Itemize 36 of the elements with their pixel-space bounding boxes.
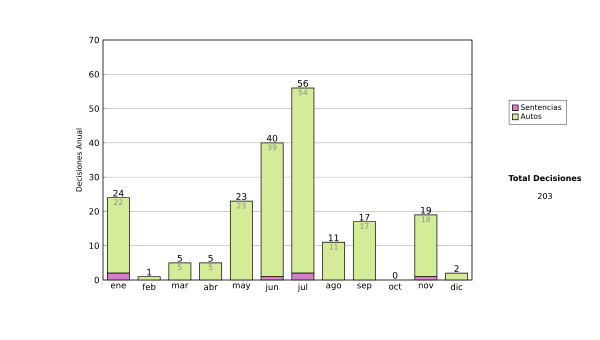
x-tick-label: ago — [326, 284, 342, 290]
y-tick-label: 60 — [89, 71, 99, 78]
x-tick-label: nov — [418, 284, 434, 288]
x-tick-label: jul — [298, 284, 308, 292]
total-label: 5 — [178, 254, 182, 262]
total-label: 1 — [147, 268, 152, 276]
total-label: 24 — [113, 190, 124, 197]
x-tick-label: may — [232, 284, 250, 290]
y-tick-label: 40 — [89, 140, 99, 146]
total-label: 2 — [454, 265, 459, 272]
total-label: 17 — [360, 214, 370, 221]
x-tick-label: oct — [388, 284, 402, 290]
x-tick-label: abr — [204, 284, 218, 290]
total-label: 11 — [328, 234, 339, 242]
bar — [414, 214, 438, 277]
x-tick-label: ene — [110, 284, 126, 288]
bar — [260, 142, 284, 277]
y-tick-label: 10 — [90, 242, 99, 249]
y-tick-label: 20 — [89, 208, 99, 215]
y-tick-label: 70 — [89, 36, 99, 44]
total-label: 0 — [392, 272, 398, 279]
y-tick-label: 0 — [94, 276, 99, 284]
x-tick-label: dic — [450, 284, 462, 290]
y-tick-label: 50 — [89, 105, 99, 112]
total-label: 19 — [421, 206, 431, 214]
total-label: 5 — [208, 254, 213, 262]
text: Total Decisiones — [508, 174, 582, 182]
x-tick-label: mar — [172, 284, 188, 288]
x-tick-label: feb — [142, 284, 156, 290]
x-tick-label: jun — [265, 284, 278, 292]
total-label: 23 — [236, 193, 246, 200]
total-label: 40 — [266, 134, 278, 142]
text: 203 — [538, 192, 552, 200]
total-label: 56 — [298, 80, 308, 87]
y-tick-label: 30 — [89, 174, 99, 180]
x-tick-label: sep — [357, 284, 372, 290]
